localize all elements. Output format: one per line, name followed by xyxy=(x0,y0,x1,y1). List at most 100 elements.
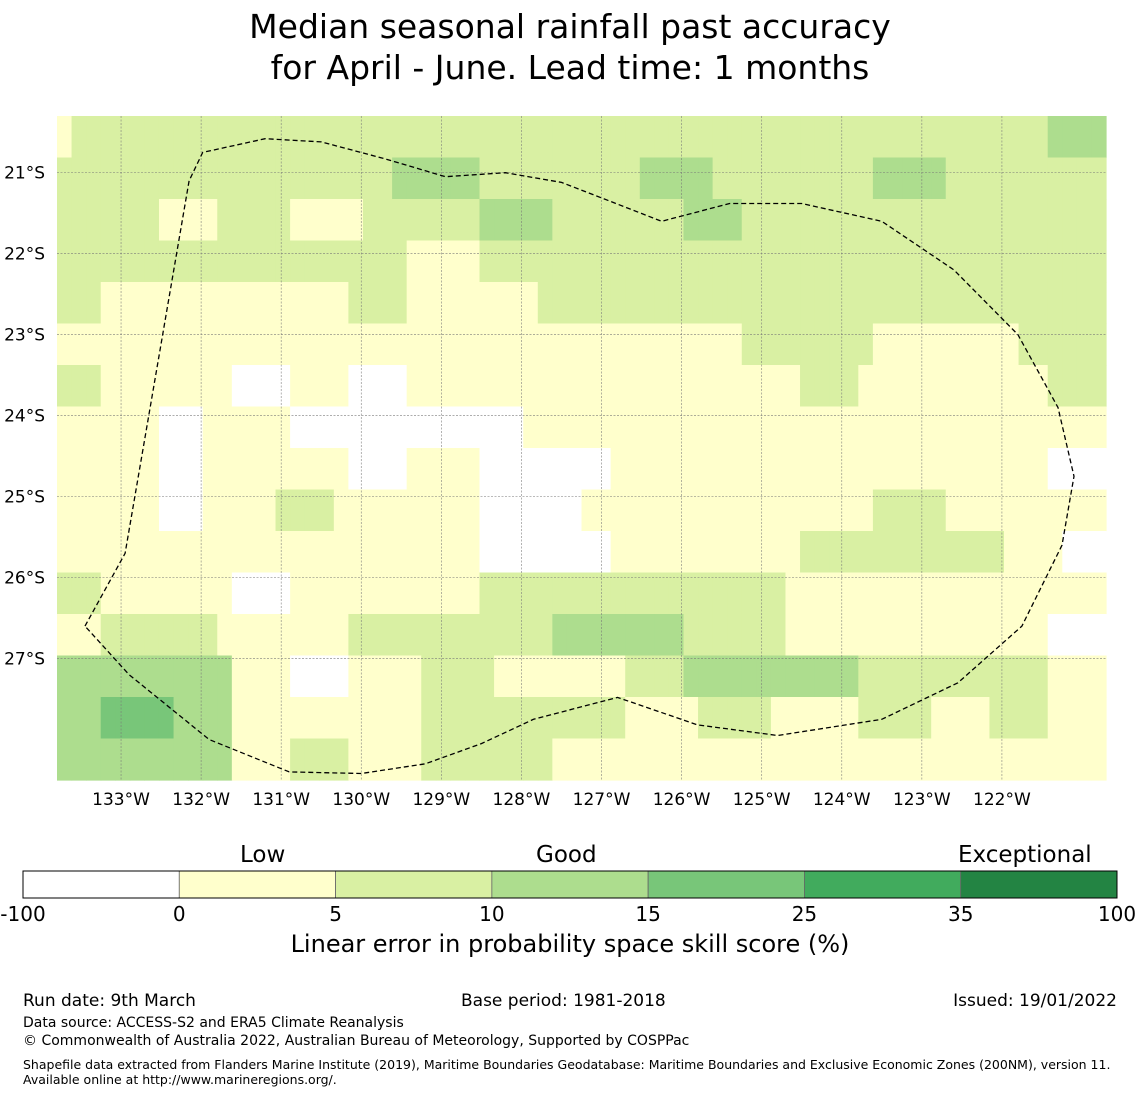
grid-cell xyxy=(654,697,670,740)
grid-cell xyxy=(71,738,87,781)
grid-cell xyxy=(129,655,146,698)
grid-cell xyxy=(785,365,801,408)
grid-cell xyxy=(1076,199,1093,242)
grid-cell xyxy=(537,655,553,698)
grid-cell xyxy=(319,240,335,283)
grid-cell xyxy=(566,572,583,615)
grid-cell xyxy=(421,199,437,242)
grid-cell xyxy=(129,240,146,283)
grid-cell xyxy=(319,448,335,491)
grid-cell xyxy=(1033,323,1049,366)
grid-cell xyxy=(260,406,277,449)
grid-cell xyxy=(1018,116,1034,159)
grid-cell xyxy=(377,572,393,615)
grid-cell xyxy=(392,282,408,325)
grid-cell xyxy=(1076,116,1093,159)
grid-cell xyxy=(1047,614,1063,657)
grid-cell xyxy=(275,614,291,657)
grid-cell xyxy=(989,406,1005,449)
grid-cell xyxy=(974,614,991,657)
grid-cell xyxy=(1091,489,1107,532)
grid-cell xyxy=(989,282,1005,325)
grid-cell xyxy=(173,282,189,325)
grid-cell xyxy=(625,738,641,781)
grid-cell xyxy=(377,531,393,574)
colorbar-segment xyxy=(335,870,493,899)
grid-cell xyxy=(872,738,889,781)
grid-cell xyxy=(698,199,714,242)
y-axis-ticks: 21°S 22°S 23°S 24°S 25°S 26°S 27°S xyxy=(4,164,45,670)
grid-cell xyxy=(770,655,787,698)
grid-cell xyxy=(610,531,626,574)
grid-cell xyxy=(727,323,743,366)
grid-cell xyxy=(188,448,204,491)
grid-cell xyxy=(1033,116,1049,159)
grid-cell xyxy=(596,406,612,449)
grid-cell xyxy=(57,738,73,781)
grid-cell xyxy=(435,199,451,242)
grid-cell xyxy=(188,531,204,574)
grid-cell xyxy=(260,240,277,283)
grid-cell xyxy=(581,531,597,574)
grid-cell xyxy=(202,614,218,657)
grid-cell xyxy=(931,655,947,698)
grid-cell xyxy=(668,448,685,491)
grid-cell xyxy=(71,240,87,283)
grid-cell xyxy=(333,365,349,408)
grid-cell xyxy=(887,406,903,449)
grid-cell xyxy=(916,116,932,159)
grid-cell xyxy=(1033,282,1049,325)
grid-cell xyxy=(581,199,597,242)
grid-cell xyxy=(1091,157,1107,200)
chart-title: Median seasonal rainfall past accuracy f… xyxy=(0,6,1140,88)
grid-cell xyxy=(902,406,918,449)
grid-cell xyxy=(1004,448,1020,491)
grid-cell xyxy=(115,489,131,532)
grid-cell xyxy=(712,489,728,532)
grid-cell xyxy=(654,531,670,574)
grid-cell xyxy=(989,116,1005,159)
grid-cell xyxy=(348,697,364,740)
grid-cell xyxy=(770,531,787,574)
grid-cell xyxy=(610,240,626,283)
grid-cell xyxy=(144,240,160,283)
grid-cell xyxy=(814,323,830,366)
grid-cell xyxy=(960,406,976,449)
grid-cell xyxy=(785,406,801,449)
grid-cell xyxy=(1047,531,1063,574)
grid-cell xyxy=(450,614,466,657)
grid-cell xyxy=(260,365,277,408)
grid-cell xyxy=(217,448,233,491)
grid-cell xyxy=(115,116,131,159)
grid-cell xyxy=(260,448,277,491)
colorbar-label-good: Good xyxy=(536,842,597,868)
grid-cell xyxy=(479,614,495,657)
grid-cell xyxy=(814,572,830,615)
grid-cell xyxy=(581,157,597,200)
grid-cell xyxy=(290,240,306,283)
grid-cell xyxy=(960,572,976,615)
colorbar-segment xyxy=(491,870,649,899)
grid-cell xyxy=(916,531,932,574)
grid-cell xyxy=(829,199,845,242)
grid-cell xyxy=(785,697,801,740)
grid-cell xyxy=(362,655,379,698)
grid-cell xyxy=(843,738,859,781)
grid-cell xyxy=(931,572,947,615)
grid-cell xyxy=(421,614,437,657)
grid-cell xyxy=(639,448,655,491)
grid-cell xyxy=(348,738,364,781)
grid-cell xyxy=(960,240,976,283)
grid-cell xyxy=(1018,614,1034,657)
grid-cell xyxy=(231,365,247,408)
grid-cell xyxy=(1091,738,1107,781)
grid-cell xyxy=(304,240,320,283)
grid-cell xyxy=(814,116,830,159)
grid-cell xyxy=(275,282,291,325)
grid-cell xyxy=(916,448,932,491)
grid-cell xyxy=(683,116,699,159)
grid-cell xyxy=(814,240,830,283)
grid-cell xyxy=(435,655,451,698)
grid-cell xyxy=(770,406,787,449)
grid-cell xyxy=(581,282,597,325)
